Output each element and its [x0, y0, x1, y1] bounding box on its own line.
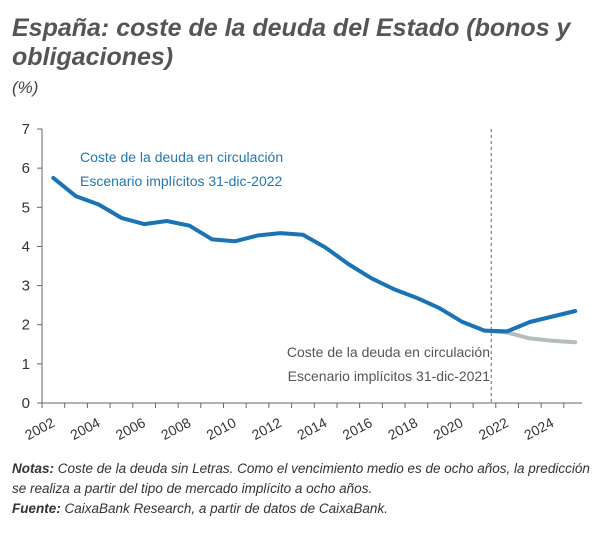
x-tick-label: 2010	[204, 414, 239, 443]
source-label: Fuente:	[12, 501, 61, 516]
x-tick-label: 2012	[249, 414, 284, 443]
x-tick-label: 2006	[113, 414, 148, 443]
y-tick-label: 1	[22, 356, 30, 373]
y-tick-label: 0	[22, 395, 30, 412]
y-tick-label: 2	[22, 317, 30, 334]
source-text: CaixaBank Research, a partir de datos de…	[64, 501, 388, 516]
notes-text: Coste de la deuda sin Letras. Como el ve…	[12, 461, 590, 496]
series-label-2022-line1: Coste de la deuda en circulación	[80, 149, 283, 165]
y-tick-label: 5	[22, 199, 30, 216]
y-tick-label: 7	[22, 121, 30, 138]
y-unit-label: (%)	[12, 78, 39, 97]
chart-title: España: coste de la deuda del Estado (bo…	[12, 14, 571, 71]
y-tick-label: 4	[22, 238, 30, 255]
source-line: Fuente: CaixaBank Research, a partir de …	[12, 499, 602, 519]
chart-notes: Notas: Coste de la deuda sin Letras. Com…	[12, 459, 602, 519]
x-tick-label: 2002	[22, 414, 57, 443]
series-label-2021-line1: Coste de la deuda en circulación	[287, 344, 490, 360]
legend-labels: Coste de la deuda en circulación Escenari…	[80, 149, 490, 384]
x-tick-label: 2004	[68, 414, 103, 443]
x-tick-label: 2018	[385, 414, 420, 443]
series-line-2022	[51, 175, 578, 334]
x-tick-label: 2020	[431, 414, 466, 443]
x-tick-label: 2016	[340, 414, 375, 443]
y-tick-label: 6	[22, 160, 30, 177]
axes: 0 1 2 3 4 5 6 7 2002 2004 2006 2008 2010 2012 2014 2016…	[22, 121, 582, 443]
x-tick-label: 2008	[158, 414, 193, 443]
series-layer	[51, 175, 578, 345]
y-tick-label: 3	[22, 278, 30, 295]
x-tick-label: 2022	[476, 414, 511, 443]
x-tick-label: 2024	[521, 414, 556, 443]
series-label-2022-line2: Escenario implícitos 31-dic-2022	[80, 173, 283, 189]
line-chart: 0 1 2 3 4 5 6 7 2002 2004 2006 2008 2010 2012 2014 2016…	[22, 121, 582, 443]
x-tick-label: 2014	[294, 414, 329, 443]
notes-line: Notas: Coste de la deuda sin Letras. Com…	[12, 459, 602, 499]
series-label-2021-line2: Escenario implícitos 31-dic-2021	[288, 368, 491, 384]
notes-label: Notas:	[12, 461, 55, 476]
